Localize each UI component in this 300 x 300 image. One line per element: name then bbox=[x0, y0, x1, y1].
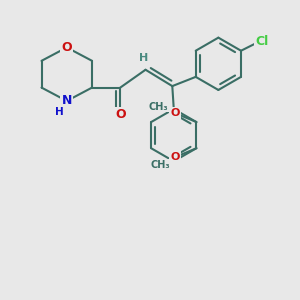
Text: H: H bbox=[140, 53, 149, 63]
Text: H: H bbox=[55, 107, 64, 117]
Text: O: O bbox=[116, 108, 126, 121]
Text: O: O bbox=[61, 41, 72, 54]
Text: N: N bbox=[61, 94, 72, 107]
Text: CH₃: CH₃ bbox=[149, 102, 169, 112]
Text: CH₃: CH₃ bbox=[151, 160, 171, 170]
Text: O: O bbox=[170, 108, 180, 118]
Text: O: O bbox=[170, 152, 180, 162]
Text: Cl: Cl bbox=[255, 35, 268, 48]
